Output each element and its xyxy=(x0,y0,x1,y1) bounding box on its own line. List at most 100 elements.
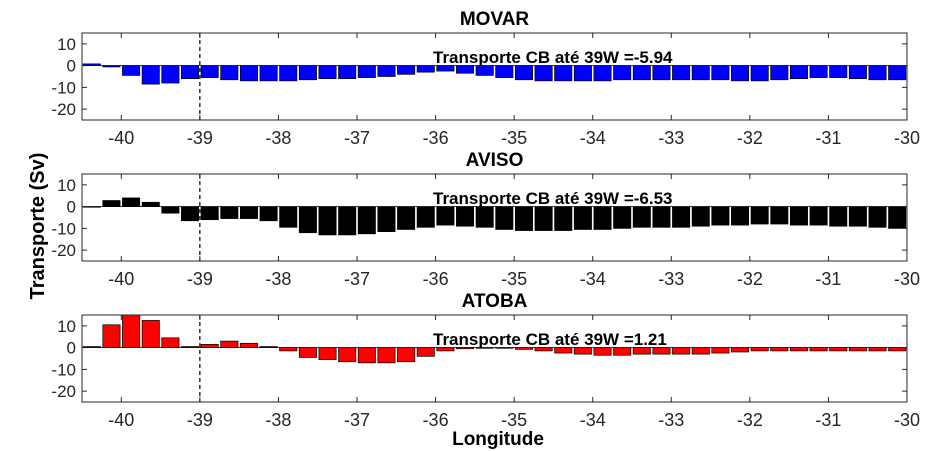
panel-title: AVISO xyxy=(466,150,524,171)
axes-frame xyxy=(81,314,908,403)
bar xyxy=(632,206,651,228)
bar xyxy=(220,65,239,81)
bar xyxy=(672,65,691,81)
bar xyxy=(357,206,376,235)
x-tick-label: -34 xyxy=(580,410,606,430)
x-tick-label: -37 xyxy=(344,128,370,148)
bar xyxy=(888,206,907,229)
bar xyxy=(279,65,298,82)
bar xyxy=(534,206,553,231)
bar xyxy=(672,347,691,355)
bar xyxy=(632,65,651,81)
bar xyxy=(122,65,141,76)
bar xyxy=(298,65,317,81)
x-tick-label: -33 xyxy=(658,128,684,148)
bar xyxy=(122,197,141,207)
bar xyxy=(416,206,435,228)
x-tick-label: -34 xyxy=(580,128,606,148)
x-tick-label: -35 xyxy=(501,128,527,148)
transport-annotation: Transporte CB até 39W =-6.53 xyxy=(433,189,673,208)
bar xyxy=(200,344,219,348)
bar xyxy=(731,347,750,353)
plot-area xyxy=(82,33,907,120)
x-tick-label: -37 xyxy=(344,410,370,430)
transport-annotation: Transporte CB até 39W =1.21 xyxy=(433,330,667,349)
bar xyxy=(731,65,750,82)
y-tick-label: -10 xyxy=(51,78,76,97)
panel-title: ATOBA xyxy=(462,291,528,312)
bar xyxy=(691,65,710,81)
bar xyxy=(338,347,357,363)
x-tick-label: -34 xyxy=(580,269,606,289)
x-tick-label: -40 xyxy=(108,128,134,148)
x-tick-label: -39 xyxy=(187,269,213,289)
x-tick-label: -38 xyxy=(265,410,291,430)
bar xyxy=(573,206,592,230)
bar xyxy=(141,201,160,207)
transport-annotation: Transporte CB até 39W =-5.94 xyxy=(433,48,673,67)
panel-aviso: -40 -39 -38 -37 -36 -35 -34 -33 -32 -31 -30 -20 -10 0… xyxy=(51,150,920,289)
bar xyxy=(298,347,317,358)
y-tick-label: -20 xyxy=(51,382,76,401)
plot-area xyxy=(82,174,907,261)
y-tick-label: 10 xyxy=(57,176,76,195)
x-tick-label: -40 xyxy=(108,269,134,289)
y-tick-label: 10 xyxy=(57,317,76,336)
bar xyxy=(298,206,317,234)
bar xyxy=(161,206,180,214)
bar xyxy=(200,206,219,221)
bar xyxy=(357,65,376,78)
bar xyxy=(770,347,789,352)
x-tick-label: -31 xyxy=(815,128,841,148)
y-tick-label: 0 xyxy=(67,198,76,217)
bar xyxy=(789,206,808,226)
y-tick-label: 10 xyxy=(57,35,76,54)
x-tick-label: -33 xyxy=(658,269,684,289)
bar xyxy=(239,206,258,219)
bar xyxy=(279,206,298,228)
bar xyxy=(318,347,337,360)
bar xyxy=(416,347,435,357)
x-tick-label: -39 xyxy=(187,128,213,148)
bar xyxy=(397,206,416,230)
bar xyxy=(397,347,416,363)
bar xyxy=(672,206,691,228)
x-tick-label: -36 xyxy=(423,269,449,289)
y-tick-label: -10 xyxy=(51,360,76,379)
bar xyxy=(416,65,435,73)
bar xyxy=(102,324,121,348)
bar xyxy=(711,65,730,81)
bar xyxy=(259,65,278,82)
bar xyxy=(161,337,180,348)
bar xyxy=(770,206,789,225)
x-tick-label: -32 xyxy=(737,128,763,148)
bar xyxy=(652,65,671,81)
bar xyxy=(181,65,200,80)
x-tick-label: -36 xyxy=(423,128,449,148)
bar xyxy=(377,347,396,364)
bar xyxy=(691,347,710,355)
y-tick-label: 0 xyxy=(67,57,76,76)
x-tick-label: -32 xyxy=(737,410,763,430)
bar xyxy=(809,347,828,352)
bar xyxy=(377,65,396,77)
x-tick-label: -38 xyxy=(265,269,291,289)
x-tick-label: -31 xyxy=(815,410,841,430)
bar xyxy=(789,347,808,352)
bar xyxy=(613,206,632,229)
bar xyxy=(809,206,828,226)
bar xyxy=(731,206,750,226)
bar xyxy=(377,206,396,232)
bar xyxy=(613,65,632,81)
x-tick-label: -35 xyxy=(501,410,527,430)
bar xyxy=(220,340,239,348)
bar xyxy=(239,342,258,348)
bar xyxy=(181,206,200,222)
bar xyxy=(514,206,533,231)
bar xyxy=(652,206,671,228)
x-tick-label: -31 xyxy=(815,269,841,289)
bar xyxy=(711,206,730,226)
bar xyxy=(495,65,514,78)
bar xyxy=(495,206,514,230)
bar xyxy=(593,206,612,230)
